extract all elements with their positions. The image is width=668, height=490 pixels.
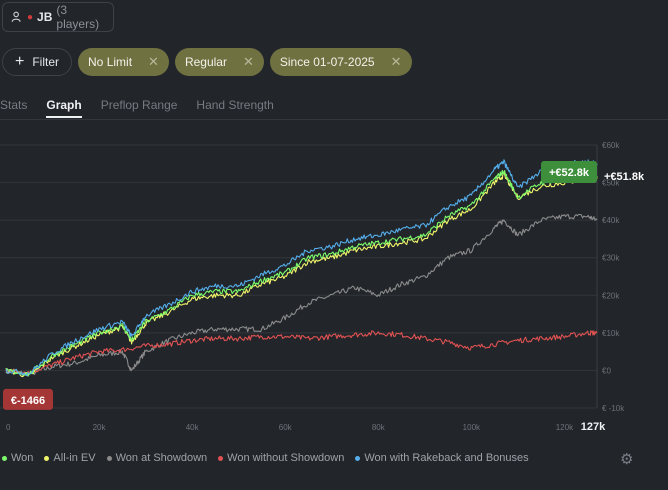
tab-graph[interactable]: Graph [46,98,82,118]
tab-stats[interactable]: Stats [0,98,28,112]
x-tick-label: 40k [186,423,200,432]
y-tick-label: € -10k [602,404,625,413]
series-line-rakeback [5,159,598,377]
y-tick-label: €30k [602,254,620,263]
tab-bar: Stats Graph Preflop Range Hand Strength [0,98,293,118]
status-dot: ● [27,11,34,23]
x-tick-label: 60k [279,423,293,432]
min-badge [3,388,53,410]
filter-button[interactable]: + Filter [2,48,73,76]
plus-icon: + [15,53,25,70]
filter-pill-table-type[interactable]: Regular ✕ [174,48,264,76]
legend-item-showdown[interactable]: Won at Showdown [106,452,207,464]
filter-pill-label: No Limit [88,55,133,69]
y-tick-label: €50k [602,179,620,188]
min-badge-label: €-1466 [11,395,45,407]
close-icon[interactable]: ✕ [148,54,159,69]
series-line-showdown [5,213,598,377]
player-count: (3 players) [56,3,100,31]
x-end-label: 127k [581,421,606,433]
x-tick-label: 0 [6,423,11,432]
legend-item-rakeback[interactable]: Won with Rakeback and Bonuses [355,452,529,464]
x-tick-label: 100k [463,423,481,432]
filter-pill-game-type[interactable]: No Limit ✕ [78,48,169,76]
end-badge-label: +€52.8k [549,167,590,179]
player-name: JB [37,10,53,24]
end-label-won: +€51.8k [604,171,645,183]
filter-label: Filter [32,55,60,69]
series-line-allin_ev [5,172,598,378]
close-icon[interactable]: ✕ [390,54,402,69]
player-selector[interactable]: ● JB (3 players) [2,2,114,32]
user-icon [11,11,21,22]
x-tick-label: 120k [556,423,574,432]
gear-icon[interactable]: ⚙ [620,451,634,468]
legend-item-allin-ev[interactable]: All-in EV [44,452,96,464]
filter-pill-label: Since 01-07-2025 [279,55,375,69]
series-line-won [5,169,598,377]
chart-legend: Won All-in EV Won at Showdown Won withou… [2,452,529,464]
filter-pill-date[interactable]: Since 01-07-2025 ✕ [269,48,412,76]
y-tick-label: €20k [602,291,620,300]
y-tick-label: €10k [602,329,620,338]
tab-divider [0,119,668,120]
legend-item-non-showdown[interactable]: Won without Showdown [218,452,344,464]
end-badge-allin-ev [541,161,597,184]
tab-preflop-range[interactable]: Preflop Range [100,98,178,112]
tab-hand-strength[interactable]: Hand Strength [196,98,274,112]
y-tick-label: €0 [602,366,611,375]
series-line-non_showdown [5,330,598,375]
x-tick-label: 80k [372,423,386,432]
y-tick-label: €40k [602,216,620,225]
close-icon[interactable]: ✕ [242,54,254,69]
y-tick-label: €60k [602,141,620,150]
filter-pill-label: Regular [184,55,227,69]
legend-item-won[interactable]: Won [2,452,33,464]
filter-bar: + Filter No Limit ✕ Regular ✕ Since 01-0… [2,48,412,76]
x-tick-label: 20k [93,423,107,432]
profit-graph[interactable]: €60k €50k €40k €30k €20k €10k €0 € -10k 0 20k 40k 6… [0,130,668,440]
